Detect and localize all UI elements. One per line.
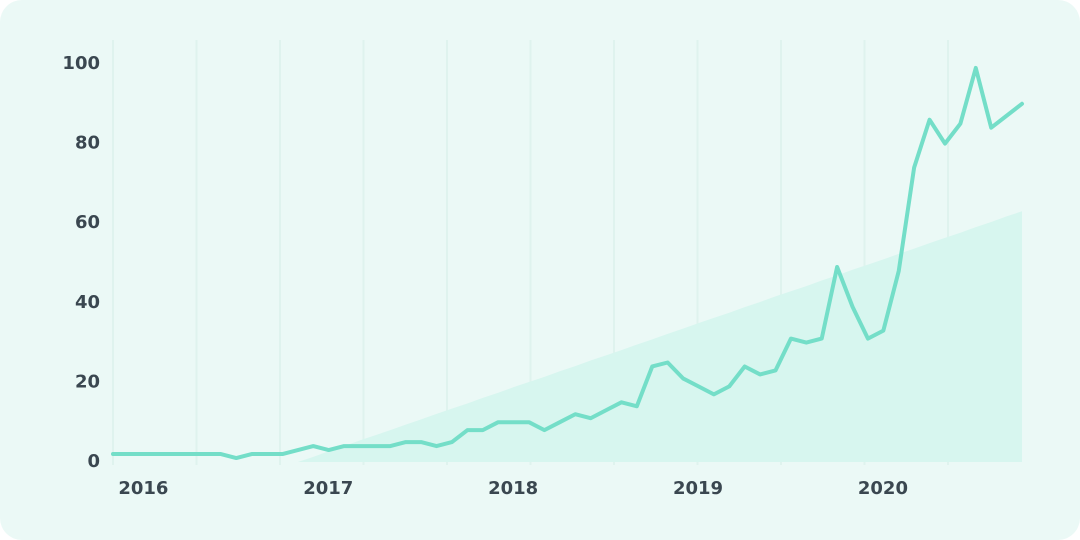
y-tick-label: 100 [62, 53, 100, 74]
data-line [111, 65, 1024, 461]
y-tick-label: 20 [75, 371, 100, 392]
y-tick-label: 80 [75, 133, 100, 154]
x-tick-label: 2019 [673, 478, 723, 499]
y-tick-label: 60 [75, 212, 100, 233]
y-tick-label: 0 [87, 451, 100, 472]
x-tick-label: 2018 [488, 478, 538, 499]
x-tick-label: 2017 [303, 478, 353, 499]
y-tick-label: 40 [75, 292, 100, 313]
x-tick-label: 2016 [118, 478, 168, 499]
trend-area [297, 211, 1022, 462]
x-tick-label: 2020 [858, 478, 908, 499]
